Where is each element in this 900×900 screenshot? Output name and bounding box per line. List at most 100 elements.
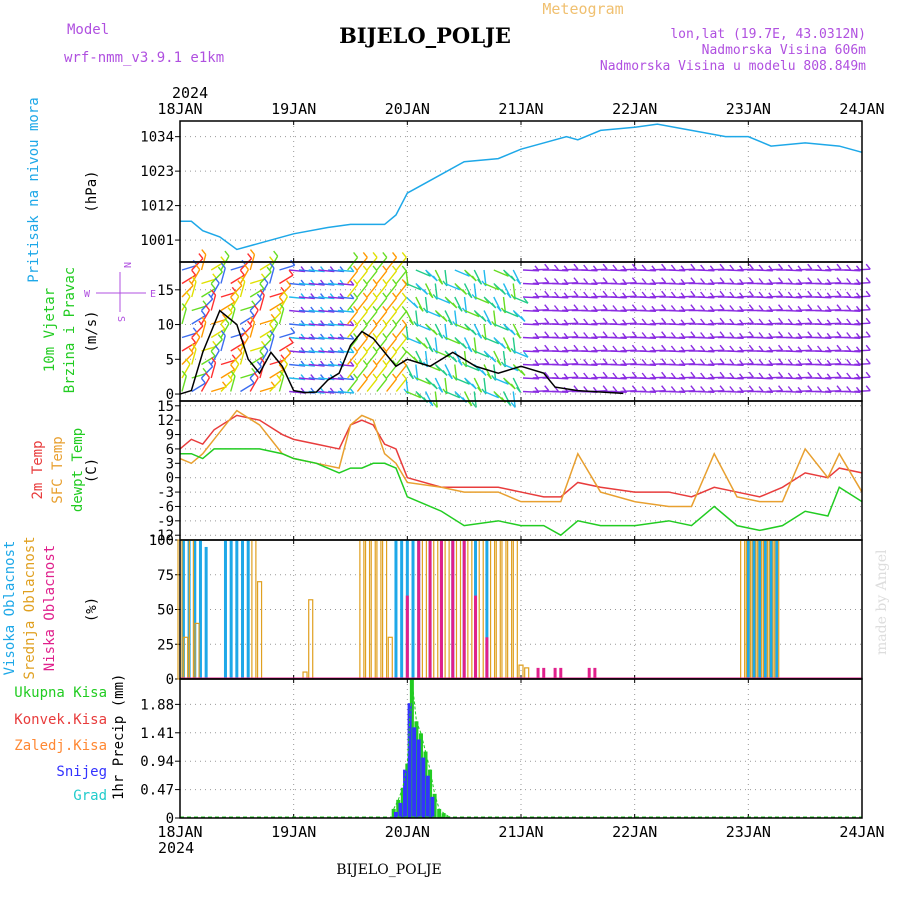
- wind-barb-flag: [816, 305, 823, 311]
- wind-barb-flag: [401, 279, 407, 285]
- wind-barb-flag: [442, 388, 448, 395]
- wind-barb-flag: [729, 291, 735, 298]
- wind-barb-flag: [401, 319, 407, 326]
- wind-barb-flag: [362, 265, 368, 272]
- wind-barb: [298, 363, 315, 367]
- year-bottom: 2024: [158, 839, 194, 857]
- x-ticks-layer: 18JAN 18JAN 19JAN 19JAN 20JAN 20JAN 21JAN 21JAN…: [157, 100, 884, 841]
- wind-barb-flag: [372, 306, 378, 312]
- wind-barb-flag: [471, 293, 477, 300]
- wind-barb-flag: [700, 372, 706, 379]
- wind-barb-flag: [748, 290, 754, 297]
- wind-barb: [366, 365, 378, 379]
- wind-barb: [191, 325, 204, 338]
- wind-barb-flag: [690, 263, 696, 270]
- wind-barb-flag: [846, 278, 852, 284]
- wind-barb: [698, 336, 715, 339]
- cloud-unit-label: (%): [84, 597, 100, 622]
- wind-barb-flag: [641, 359, 647, 365]
- wind-barb-flag: [452, 302, 458, 309]
- wind-barb-flag: [758, 372, 764, 379]
- wind-barb: [435, 296, 451, 304]
- wind-barb: [181, 375, 187, 392]
- wind-barb: [356, 311, 368, 325]
- wind-barb: [269, 255, 279, 271]
- wind-barb-flag: [544, 331, 550, 338]
- wind-barb: [581, 323, 598, 326]
- wind-barb: [298, 282, 315, 286]
- wind-barb-flag: [670, 359, 676, 365]
- wind-barb-flag: [807, 331, 813, 338]
- wind-barb-flag: [661, 331, 667, 338]
- wind-barb: [249, 321, 256, 338]
- wind-barb-flag: [230, 370, 236, 377]
- wind-barb-flag: [719, 331, 725, 338]
- precip-bar: [398, 802, 403, 818]
- wind-barb-flag: [787, 305, 793, 311]
- wind-barb-flag: [191, 337, 197, 344]
- wind-barb-flag: [836, 358, 842, 365]
- wind-barb: [239, 258, 253, 271]
- wind-barb-flag: [690, 371, 696, 378]
- wind-barb-flag: [227, 307, 233, 313]
- y-tick-label: 0: [166, 811, 174, 827]
- x-tick-label-bottom: 23JAN: [726, 823, 771, 841]
- wind-barb-flag: [846, 291, 852, 298]
- wind-barb-flag: [778, 317, 784, 324]
- wind-unit-label: (m/s): [84, 310, 100, 352]
- wind-barb: [220, 379, 233, 392]
- wind-barb-flag: [288, 269, 294, 276]
- wind-barb-flag: [612, 305, 618, 311]
- cloud-bar: [455, 539, 462, 680]
- wind-barb-flag: [413, 302, 419, 309]
- wind-barb-flag: [200, 310, 206, 317]
- wind-barb-flag: [544, 263, 550, 270]
- wind-barb-flag: [631, 317, 637, 324]
- wind-barb-flag: [372, 292, 378, 299]
- wind-barb: [669, 309, 686, 312]
- wind-barb: [308, 309, 325, 313]
- cloud-bar: [411, 540, 415, 679]
- precip-legend-label: Snijeg: [56, 764, 107, 780]
- wind-barb-flag: [787, 345, 793, 352]
- wind-barb: [844, 363, 861, 366]
- cloud-bar: [417, 540, 421, 679]
- wind-barb: [786, 309, 803, 312]
- wind-barb-flag: [191, 269, 197, 276]
- wind-barb: [181, 296, 191, 311]
- precip-bar: [409, 679, 414, 818]
- wind-barb-flag: [807, 371, 813, 378]
- wind-barb: [434, 391, 438, 408]
- wind-barb: [483, 269, 487, 286]
- y-tick-label: -6: [157, 499, 174, 515]
- wind-barb-flag: [290, 327, 296, 334]
- wind-barb-flag: [846, 345, 852, 352]
- cloud-bar: [474, 595, 478, 679]
- wind-barb-flag: [422, 342, 429, 349]
- wind-barb: [434, 337, 438, 354]
- y-tick-label: 1012: [140, 199, 174, 215]
- wind-barb-flag: [700, 386, 706, 392]
- wind-barb-flag: [282, 358, 288, 365]
- wind-barb: [483, 377, 487, 394]
- wind-barb: [610, 363, 627, 366]
- wind-barb: [522, 336, 540, 339]
- wind-barb-flag: [661, 277, 667, 284]
- wind-barb: [386, 297, 398, 311]
- wind-barb-flag: [515, 278, 522, 285]
- wind-barb: [454, 323, 470, 331]
- wind-barb-flag: [846, 372, 852, 379]
- wind-barb-flag: [787, 264, 793, 271]
- wind-barb: [249, 288, 265, 298]
- wind-barb-flag: [276, 307, 282, 313]
- wind-barb-flag: [438, 278, 444, 285]
- wind-barb-flag: [279, 303, 285, 310]
- wind-barb: [220, 369, 235, 379]
- y-tick-label: 5: [166, 352, 174, 368]
- wind-barb: [279, 342, 294, 352]
- cloud-bar: [524, 667, 530, 680]
- wind-barb: [727, 323, 744, 326]
- wind-barb-flag: [787, 372, 793, 379]
- wind-barb-flag: [748, 317, 754, 324]
- wind-barb: [669, 363, 686, 366]
